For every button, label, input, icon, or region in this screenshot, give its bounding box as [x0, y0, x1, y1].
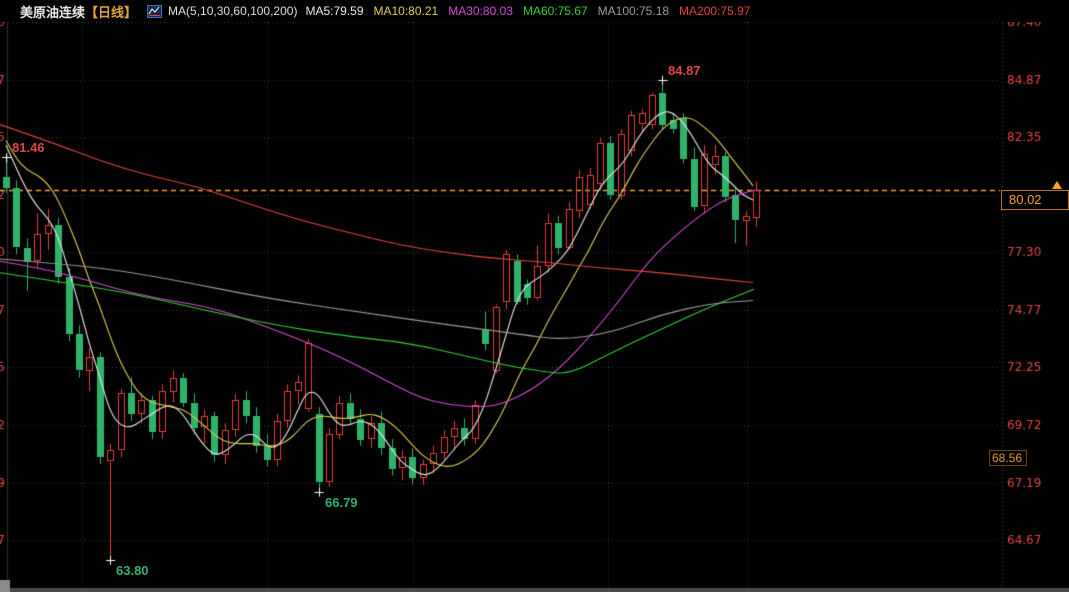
ma-values: MA5:79.59 MA10:80.21 MA30:80.03 MA60:75.67 M… [305, 4, 760, 18]
price-annotation-low: 66.79 [325, 495, 358, 510]
price-annotation-high: 81.46 [12, 140, 45, 155]
chart-header: 美原油连续 【日线】 MA(5,10,30,60,100,200) MA5:79… [0, 0, 1069, 22]
ma-value-ma30: MA30:80.03 [448, 4, 513, 18]
ma-value-ma5: MA5:79.59 [305, 4, 364, 18]
price-annotation-high: 84.87 [668, 63, 701, 78]
indicator-icon [147, 4, 163, 18]
ma-value-ma100: MA100:75.18 [597, 4, 670, 18]
ma-settings-label: MA(5,10,30,60,100,200) [168, 4, 298, 18]
ma-value-ma60: MA60:75.67 [522, 4, 588, 18]
period-label: 【日线】 [85, 4, 138, 20]
last-price-label: 80.02 [1001, 190, 1069, 210]
secondary-price-label: 68.56 [989, 450, 1027, 466]
ma-value-ma200: MA200:75.97 [679, 4, 751, 18]
price-annotation-low: 63.80 [116, 563, 149, 578]
last-price-arrow-icon [1052, 181, 1062, 189]
ma-value-ma10: MA10:80.21 [373, 4, 439, 18]
symbol-title: 美原油连续 [20, 4, 86, 20]
